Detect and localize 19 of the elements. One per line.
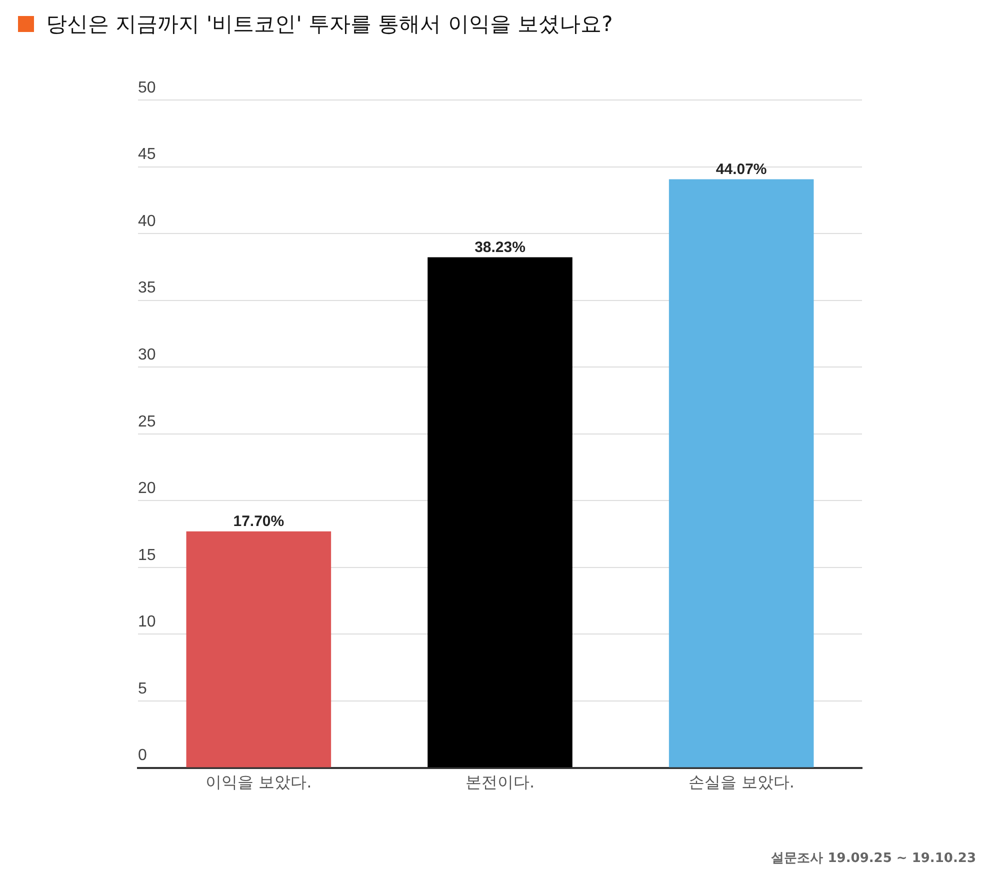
x-tick-label: 손실을 보았다.: [688, 772, 794, 792]
y-tick-label: 40: [138, 212, 156, 230]
data-label: 17.70%: [233, 513, 284, 530]
x-tick-label: 이익을 보았다.: [206, 772, 312, 792]
y-tick-label: 5: [138, 680, 147, 698]
x-tick-label: 본전이다.: [465, 772, 535, 792]
y-tick-label: 0: [138, 747, 147, 764]
y-tick-label: 45: [138, 146, 156, 164]
y-tick-label: 15: [138, 546, 156, 564]
text: 설문조사 19.09.25 ~ 19.10.23: [771, 850, 976, 867]
y-tick-label: 25: [138, 413, 156, 430]
data-label: 44.07%: [716, 160, 767, 178]
y-tick-label: 10: [138, 614, 156, 631]
y-tick-label: 50: [138, 79, 156, 96]
y-tick-label: 35: [138, 280, 156, 297]
data-label: 38.23%: [474, 238, 526, 256]
chart-title: 당신은 지금까지 '비트코인' 투자를 통해서 이익을 보셨나요?: [46, 11, 613, 38]
y-tick-label: 20: [138, 480, 156, 498]
y-tick-label: 30: [138, 346, 156, 364]
